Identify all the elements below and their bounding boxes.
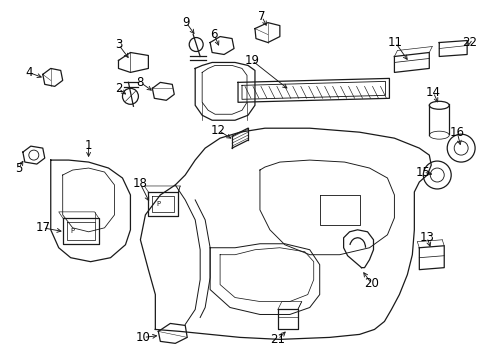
Text: 15: 15	[415, 166, 430, 179]
Text: 17: 17	[35, 221, 50, 234]
Text: 6: 6	[210, 28, 218, 41]
Text: 12: 12	[210, 124, 225, 137]
Text: 5: 5	[15, 162, 22, 175]
Text: 13: 13	[419, 231, 434, 244]
Text: 22: 22	[461, 36, 476, 49]
Text: 18: 18	[133, 177, 147, 190]
Text: 16: 16	[449, 126, 464, 139]
Text: 19: 19	[244, 54, 259, 67]
Text: P: P	[70, 228, 75, 234]
Text: P: P	[156, 201, 160, 207]
Text: 20: 20	[364, 277, 378, 290]
Text: 21: 21	[270, 333, 285, 346]
Text: 3: 3	[115, 38, 122, 51]
Text: 2: 2	[115, 82, 122, 95]
Text: 9: 9	[182, 16, 189, 29]
Text: 1: 1	[85, 139, 92, 152]
Text: 14: 14	[425, 86, 440, 99]
Text: 8: 8	[137, 76, 144, 89]
Text: 10: 10	[136, 331, 150, 344]
Text: 11: 11	[387, 36, 402, 49]
Text: 4: 4	[25, 66, 33, 79]
Text: 7: 7	[258, 10, 265, 23]
